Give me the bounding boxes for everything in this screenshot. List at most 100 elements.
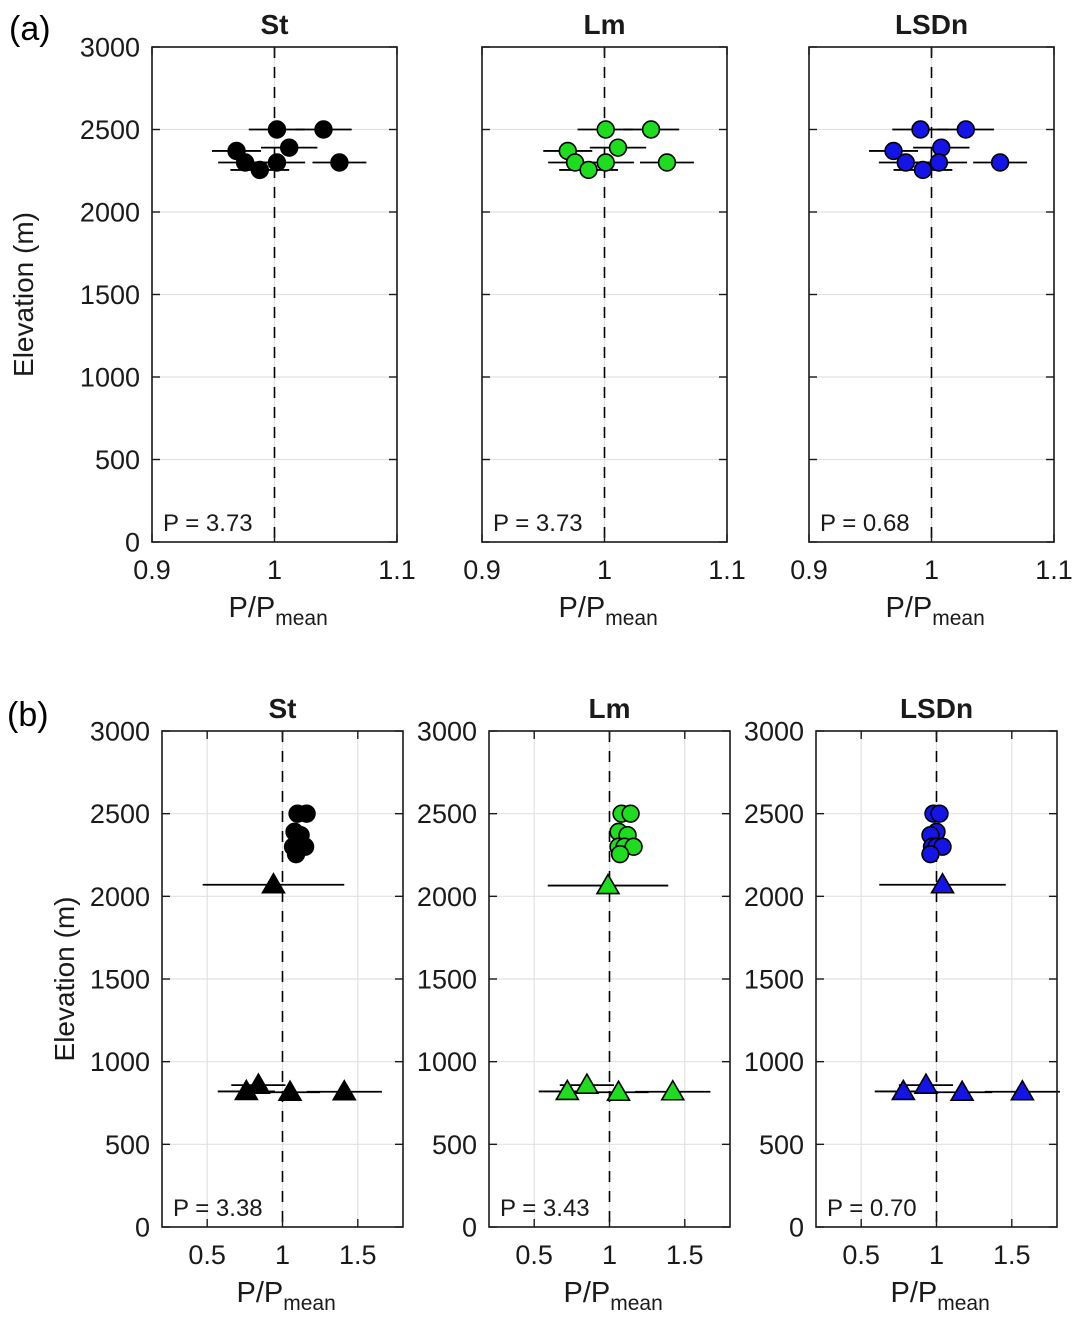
y-tick-label: 1000 xyxy=(417,1047,477,1077)
panel-title: Lm xyxy=(584,9,626,40)
y-tick-label: 2500 xyxy=(90,799,150,829)
x-tick-label: 0.5 xyxy=(842,1240,880,1270)
data-point-circle xyxy=(911,120,930,139)
y-tick-label: 500 xyxy=(105,1130,150,1160)
p-value-label: P = 0.70 xyxy=(827,1195,917,1222)
y-tick-label: 500 xyxy=(95,445,140,475)
data-point-circle xyxy=(657,153,677,172)
data-point-circle xyxy=(929,153,949,172)
data-point-circle xyxy=(286,844,306,864)
p-value-label: P = 3.38 xyxy=(173,1195,263,1222)
y-tick-label: 0 xyxy=(462,1212,477,1242)
data-point-circle xyxy=(932,138,951,157)
y-tick-label: 1000 xyxy=(80,362,140,392)
y-tick-label: 500 xyxy=(432,1130,477,1160)
data-point-circle xyxy=(610,844,630,864)
data-point-triangle xyxy=(949,1079,975,1102)
x-tick-label: 1 xyxy=(267,555,282,585)
data-point-circle xyxy=(956,120,975,139)
y-tick-label: 2500 xyxy=(80,115,140,145)
y-tick-label: 1000 xyxy=(744,1047,804,1077)
data-point-triangle xyxy=(890,1078,916,1101)
data-point-circle xyxy=(235,153,255,172)
data-point-triangle xyxy=(554,1078,580,1101)
y-tick-label: 2500 xyxy=(744,799,804,829)
panel-b-Lm: 0.5 1 1.5 0 500 1000 1500 2000 2500 3000 Lm P = 3.4… xyxy=(417,693,731,1315)
x-tick-label: 1.5 xyxy=(666,1240,704,1270)
data-point-circle xyxy=(930,804,949,823)
data-point-circle xyxy=(330,153,349,172)
p-value-label: P = 3.43 xyxy=(500,1195,590,1222)
y-tick-label: 3000 xyxy=(417,716,477,746)
data-point-circle xyxy=(641,120,661,139)
y-tick-label: 3000 xyxy=(80,32,140,62)
y-tick-label: 2500 xyxy=(417,799,477,829)
y-tick-label: 0 xyxy=(125,527,140,557)
panel-title: LSDn xyxy=(900,693,973,724)
data-point-triangle xyxy=(1009,1079,1035,1101)
panel-title: LSDn xyxy=(895,9,968,40)
x-tick-label: 1 xyxy=(924,555,939,585)
x-axis-label: P/Pmean xyxy=(886,592,985,630)
x-axis-label: P/Pmean xyxy=(229,592,328,630)
y-tick-label: 3000 xyxy=(90,716,150,746)
y-tick-label: 3000 xyxy=(744,716,804,746)
data-point-circle xyxy=(579,160,598,180)
x-tick-label: 1 xyxy=(275,1240,290,1270)
data-point-triangle xyxy=(277,1079,303,1102)
x-axis-label: P/Pmean xyxy=(237,1277,336,1315)
data-point-circle xyxy=(250,160,269,180)
panel-b-St: 0.5 1 1.5 0 500 1000 1500 2000 2500 3000 St P = 3.3… xyxy=(90,693,404,1315)
data-point-circle xyxy=(314,120,333,139)
data-point-triangle xyxy=(660,1079,686,1101)
y-tick-label: 2000 xyxy=(744,882,804,912)
data-point-triangle xyxy=(331,1079,357,1101)
data-point-circle xyxy=(621,804,640,823)
p-value-label: P = 3.73 xyxy=(163,510,253,537)
y-tick-label: 1500 xyxy=(417,964,477,994)
y-tick-label: 500 xyxy=(759,1130,804,1160)
x-tick-label: 1.5 xyxy=(993,1240,1031,1270)
data-point-triangle xyxy=(913,1072,939,1094)
data-point-circle xyxy=(596,153,615,172)
y-tick-label: 1500 xyxy=(80,280,140,310)
data-point-circle xyxy=(913,160,933,180)
data-point-triangle xyxy=(574,1072,600,1094)
y-tick-label: 2000 xyxy=(90,882,150,912)
x-tick-label: 1 xyxy=(597,555,612,585)
p-value-label: P = 0.68 xyxy=(820,510,910,537)
x-axis-label: P/Pmean xyxy=(559,592,658,630)
data-point-triangle xyxy=(606,1079,631,1102)
data-point-circle xyxy=(896,153,915,172)
x-axis-label: P/Pmean xyxy=(564,1277,663,1315)
panel-title: St xyxy=(269,693,297,724)
x-tick-label: 1.1 xyxy=(1035,555,1073,585)
panel-title: Lm xyxy=(589,693,631,724)
data-point-triangle xyxy=(261,872,286,894)
x-tick-label: 1 xyxy=(602,1240,617,1270)
panel-a-St: 0.9 1 1.1 0 500 1000 1500 2000 2500 3000 St P = 3.7… xyxy=(80,9,416,630)
data-point-circle xyxy=(280,138,299,157)
data-point-triangle xyxy=(595,872,621,895)
data-point-circle xyxy=(608,138,628,157)
panel-a-LSDn: 0.9 1 1.1 LSDn P = 0.68 P/Pmean xyxy=(790,9,1073,630)
panel-a-Lm: 0.9 1 1.1 Lm P = 3.73 P/Pmean xyxy=(463,9,746,630)
data-point-triangle xyxy=(930,872,955,894)
p-value-label: P = 3.73 xyxy=(493,510,583,537)
x-axis-label: P/Pmean xyxy=(891,1277,990,1315)
y-tick-label: 2000 xyxy=(80,197,140,227)
x-tick-label: 0.5 xyxy=(188,1240,226,1270)
panel-title: St xyxy=(261,9,289,40)
panel-label-a: (a) xyxy=(9,10,51,48)
y-axis-label-row-a: Elevation (m) xyxy=(8,212,39,377)
panel-label-b: (b) xyxy=(7,696,49,734)
y-tick-label: 1500 xyxy=(744,964,804,994)
x-tick-label: 0.9 xyxy=(133,555,171,585)
panel-b-LSDn: 0.5 1 1.5 0 500 1000 1500 2000 2500 3000 LSDn P = 0… xyxy=(744,693,1061,1315)
x-tick-label: 0.9 xyxy=(463,555,501,585)
x-tick-label: 1.1 xyxy=(708,555,746,585)
data-point-circle xyxy=(267,153,287,172)
y-tick-label: 2000 xyxy=(417,882,477,912)
data-point-circle xyxy=(267,120,287,139)
